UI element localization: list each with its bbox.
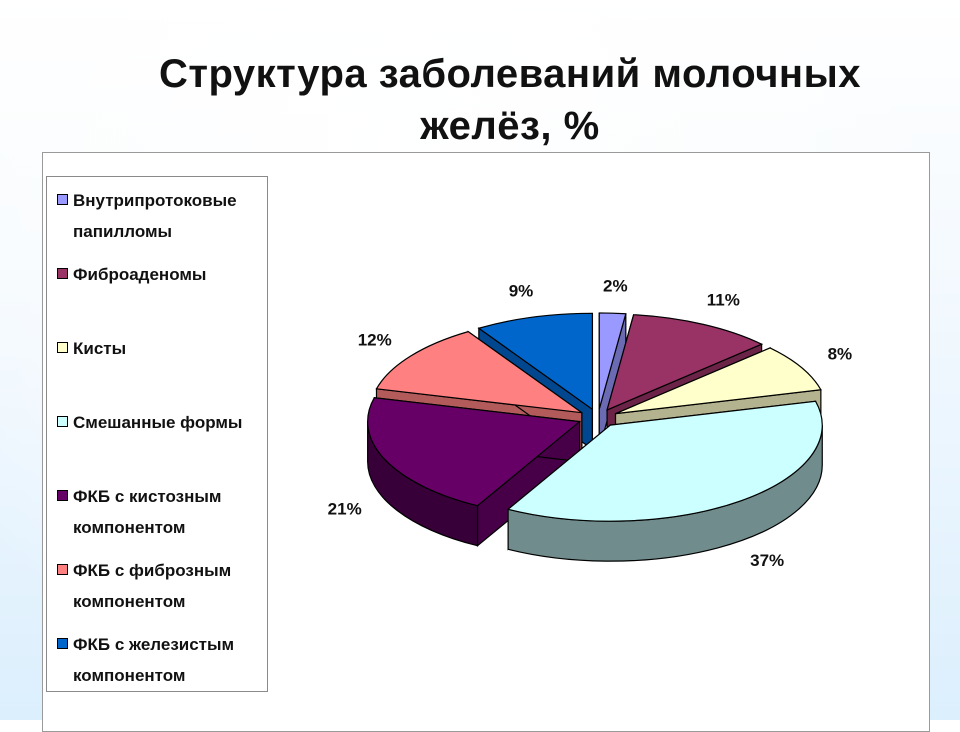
legend-item-fibroadenomas: Фиброаденомы [57, 259, 263, 290]
legend-swatch [57, 564, 68, 575]
pie-slice-top [477, 312, 594, 411]
legend-item-cysts: Кисты [57, 333, 263, 364]
data-label-0: 2% [603, 277, 628, 296]
pie-slice-top [615, 347, 822, 415]
pie-slice-3 [506, 400, 823, 562]
pie-slice-top [606, 314, 764, 411]
pie-slice-top [367, 397, 582, 507]
legend-swatch [57, 638, 68, 649]
data-label-1: 11% [707, 291, 740, 310]
page-title: Структура заболеваний молочных желёз, % [100, 48, 920, 152]
legend-swatch [57, 416, 68, 427]
legend-label-line1: Внутрипротоковые [73, 191, 237, 210]
legend-label-line1: Смешанные формы [73, 413, 243, 432]
legend-label-line1: ФКБ с кистозным [73, 487, 222, 506]
legend-item-mixed: Смешанные формы [57, 407, 263, 438]
title-line-2: желёз, % [420, 104, 600, 148]
data-label-5: 12% [358, 330, 392, 349]
legend-label-line2: компонентом [73, 518, 186, 537]
legend-label-line2: компонентом [73, 666, 186, 685]
legend-label-line2: компонентом [73, 592, 186, 611]
data-label-6: 9% [509, 282, 534, 301]
legend-item-papillomas: Внутрипротоковые папилломы [57, 185, 263, 247]
pie-slice-top [506, 400, 823, 522]
pie-slice-top [375, 330, 583, 414]
data-label-4: 21% [328, 500, 362, 519]
legend-label-line1: ФКБ с фиброзным [73, 561, 232, 580]
legend-label-line1: ФКБ с железистым [73, 635, 235, 654]
legend-item-fkb-glandular: ФКБ с железистым компонентом [57, 629, 263, 691]
legend-item-fkb-cystic: ФКБ с кистозным компонентом [57, 481, 263, 543]
legend-label-line1: Кисты [73, 339, 127, 358]
legend-swatch [57, 268, 68, 279]
legend-swatch [57, 490, 68, 501]
data-label-3: 37% [750, 551, 784, 570]
legend-label-line2: папилломы [73, 222, 173, 241]
pie-slice-4 [367, 397, 582, 547]
legend-swatch [57, 342, 68, 353]
legend-swatch [57, 194, 68, 205]
pie-slice-top [598, 312, 627, 410]
legend-label-line1: Фиброаденомы [73, 265, 207, 284]
legend-item-fkb-fibrous: ФКБ с фиброзным компонентом [57, 555, 263, 617]
data-label-2: 8% [828, 344, 853, 363]
chart-legend: Внутрипротоковые папилломы Фиброаденомы … [46, 176, 268, 692]
pie-slices [367, 312, 823, 562]
title-line-1: Структура заболеваний молочных [159, 52, 861, 96]
pie-data-labels: 2% 11% 8% 37% 21% 12% 9% [328, 277, 852, 570]
